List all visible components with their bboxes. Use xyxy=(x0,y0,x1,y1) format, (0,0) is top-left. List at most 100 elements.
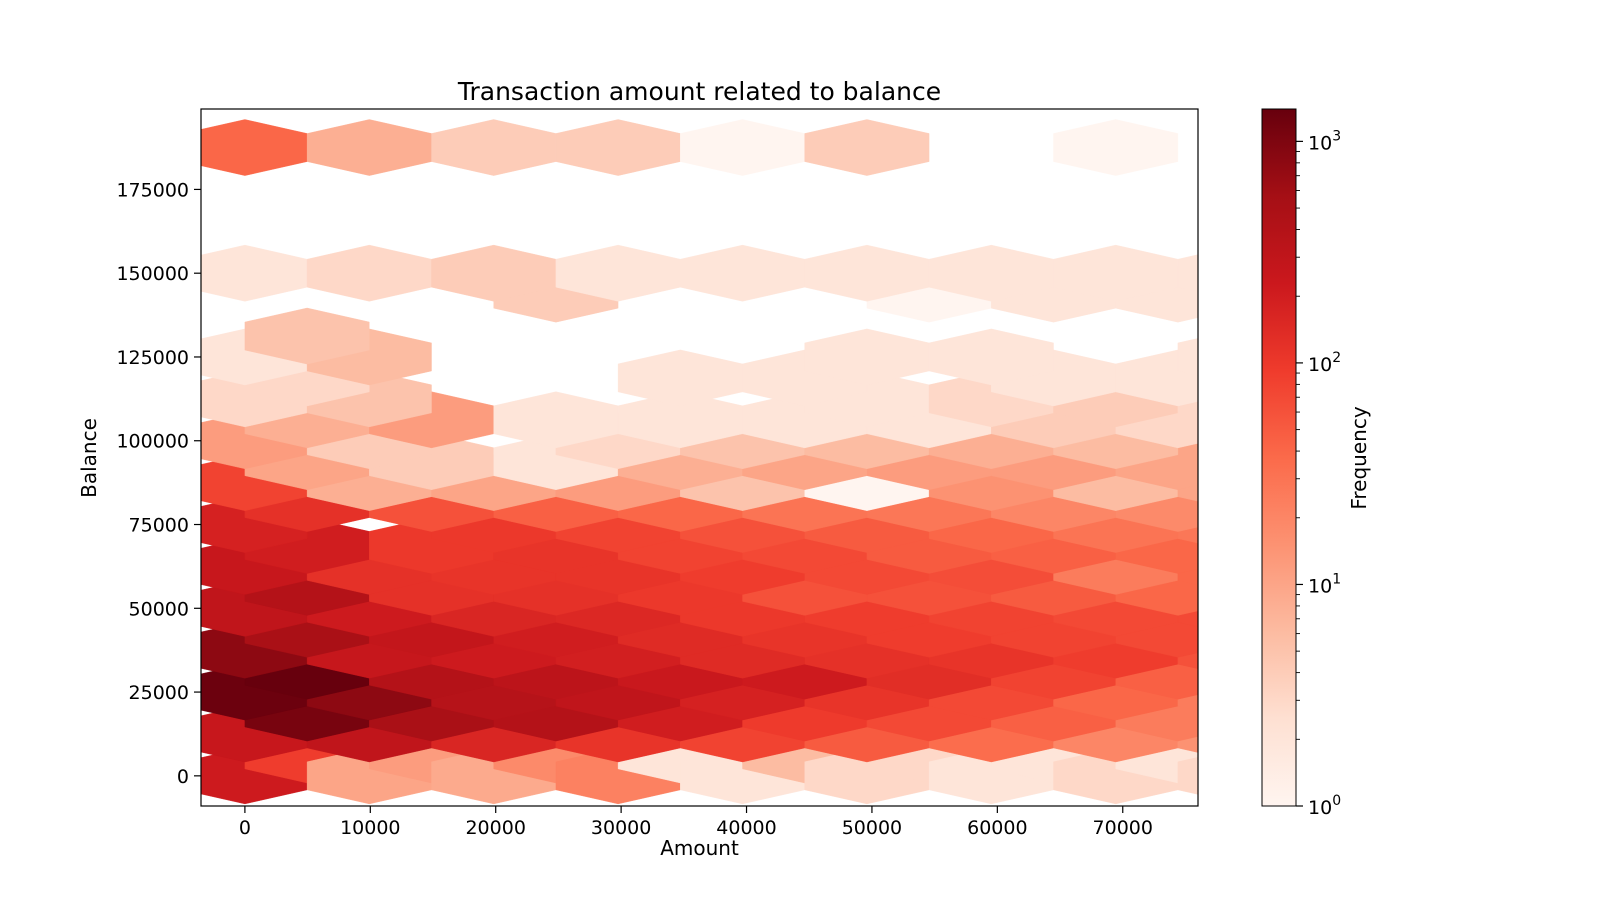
hexbin-cell xyxy=(1427,329,1552,385)
x-tick-label: 20000 xyxy=(465,817,525,839)
hexbin-cell xyxy=(1240,392,1364,448)
hexbin-cell xyxy=(1427,706,1552,762)
hexbin-cell xyxy=(1240,685,1364,741)
hexbin-cell xyxy=(1489,476,1600,532)
y-axis-label: Balance xyxy=(77,418,101,498)
hexbin-cell xyxy=(680,244,805,302)
hexbin-cell xyxy=(1427,622,1552,678)
hexbin-cell xyxy=(1240,601,1364,657)
hexbin-cell xyxy=(1365,685,1489,741)
hexbin-cell xyxy=(1365,601,1489,657)
y-tick-label: 100000 xyxy=(116,431,189,453)
hexbin-cell xyxy=(1177,254,1198,292)
hexbin-cell xyxy=(1240,350,1364,406)
x-tick-label: 0 xyxy=(239,817,251,839)
hexbin-cell xyxy=(617,349,743,407)
hexbin-cell xyxy=(1365,476,1489,532)
hexbin-cell xyxy=(1551,245,1600,301)
hexbin-cell xyxy=(1551,413,1600,469)
y-tick-label: 25000 xyxy=(129,682,189,704)
hexbin-cell xyxy=(1489,392,1600,448)
hexbin-cell xyxy=(1240,434,1364,490)
hexbin-cell xyxy=(1302,706,1426,762)
hexbin-cell xyxy=(244,307,370,365)
hexbin-cell xyxy=(1365,517,1489,573)
hexbin-cell xyxy=(1240,643,1364,699)
hexbin-cell xyxy=(1365,434,1489,490)
x-tick-label: 60000 xyxy=(967,817,1027,839)
hexbin-cell xyxy=(306,244,432,302)
hexbin-cell xyxy=(1489,685,1600,741)
y-tick-label: 75000 xyxy=(129,515,189,537)
hexbin-cell xyxy=(928,328,1054,386)
colorbar-tick-label: 100 xyxy=(1308,793,1341,819)
hexbin-cell xyxy=(1489,643,1600,699)
hexbin-cell xyxy=(1489,727,1600,783)
hexbin-cells xyxy=(201,119,1600,805)
hexbin-cell xyxy=(1551,329,1600,385)
y-tick-label: 175000 xyxy=(116,179,189,201)
colorbar xyxy=(1261,108,1297,807)
hexbin-cell xyxy=(1302,748,1426,804)
hexbin-cell xyxy=(1551,706,1600,762)
colorbar-tick-label: 103 xyxy=(1308,128,1341,154)
hexbin-cell xyxy=(1302,664,1426,720)
hexbin-cell xyxy=(1489,434,1600,490)
hexbin-cell xyxy=(1240,476,1364,532)
hexbin-cell xyxy=(1551,455,1600,511)
hexbin-cell xyxy=(555,119,681,176)
hexbin-cell xyxy=(1365,392,1489,448)
hexbin-cell xyxy=(1427,580,1552,636)
colorbar-tick-label: 102 xyxy=(1308,350,1341,376)
hexbin-cell xyxy=(1427,413,1552,469)
hexbin-cell xyxy=(1240,727,1364,783)
colorbar-label: Frequency xyxy=(1347,406,1371,509)
x-tick-label: 10000 xyxy=(340,817,400,839)
hexbin-cell xyxy=(1551,664,1600,720)
hexbin-cell xyxy=(1365,350,1489,406)
hexbin-cell xyxy=(1177,338,1198,376)
hexbin-cell xyxy=(1551,497,1600,553)
hexbin-cell xyxy=(680,119,805,176)
hexbin-cell xyxy=(1551,371,1600,427)
hexbin-cell xyxy=(1551,538,1600,594)
y-tick-label: 50000 xyxy=(129,598,189,620)
hexbin-cell xyxy=(1489,559,1600,615)
hexbin-cell xyxy=(1427,371,1552,427)
hexbin-cell xyxy=(1302,622,1426,678)
colorbar-tick-label: 101 xyxy=(1308,571,1341,597)
hexbin-cell xyxy=(1365,727,1489,783)
y-tick-label: 125000 xyxy=(116,347,189,369)
x-tick-label: 40000 xyxy=(716,817,776,839)
hexbin-cell xyxy=(1427,245,1552,301)
hexbin-cell xyxy=(1365,643,1489,699)
hexbin-cell xyxy=(1053,119,1179,176)
hexbin-cell xyxy=(1365,559,1489,615)
hexbin-cell xyxy=(1551,622,1600,678)
hexbin-cell xyxy=(1115,349,1198,407)
hexbin-cell xyxy=(1240,559,1364,615)
hexbin-cell xyxy=(1551,580,1600,636)
chart-title: Transaction amount related to balance xyxy=(457,77,941,106)
y-axis: 0 25000 50000 75000 100000 125000 150000 175000 xyxy=(116,179,201,788)
hexbin-cell xyxy=(1427,455,1552,511)
hexbin-cell xyxy=(1240,266,1364,322)
hexbin-cell xyxy=(1427,497,1552,553)
hexbin-cell xyxy=(306,119,432,176)
x-axis-label: Amount xyxy=(660,836,739,860)
hexbin-cell xyxy=(1489,601,1600,657)
hexbin-cell xyxy=(1427,538,1552,594)
hexbin-cell xyxy=(804,119,930,176)
hexbin-cell xyxy=(1427,748,1552,804)
x-axis: 0 10000 20000 30000 40000 50000 60000 70000 xyxy=(239,806,1153,839)
hexbin-cell xyxy=(1489,266,1600,322)
hexbin-cell xyxy=(1177,757,1198,795)
hexbin-cell xyxy=(1489,350,1600,406)
hexbin-cell xyxy=(431,119,557,176)
y-tick-label: 0 xyxy=(177,766,189,788)
x-tick-label: 70000 xyxy=(1093,817,1153,839)
x-tick-label: 30000 xyxy=(591,817,651,839)
y-tick-label: 150000 xyxy=(116,263,189,285)
hexbin-cell xyxy=(1489,517,1600,573)
